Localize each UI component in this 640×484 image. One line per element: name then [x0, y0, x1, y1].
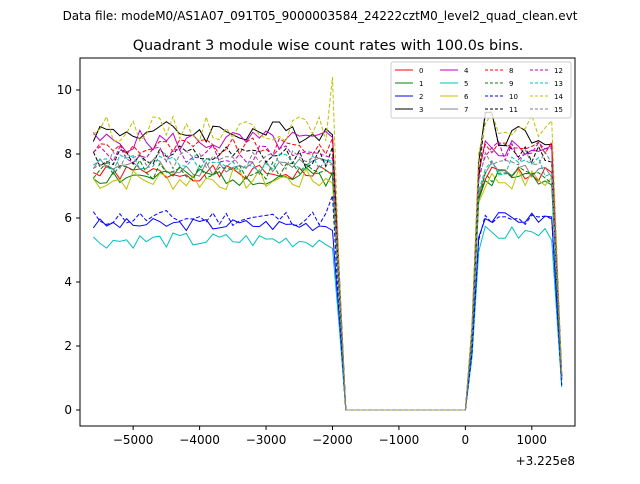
legend-label-5: 5	[464, 80, 468, 88]
series-line-14	[92, 77, 563, 411]
y-tick-label: 0	[64, 403, 72, 417]
series-line-15	[93, 148, 563, 411]
y-tick-label: 10	[57, 83, 72, 97]
legend-label-9: 9	[509, 80, 513, 88]
legend-label-8: 8	[509, 67, 513, 75]
x-tick-label: −3000	[246, 433, 287, 447]
y-tick-label: 4	[64, 275, 72, 289]
series-line-0	[93, 164, 563, 411]
x-tick-label: −2000	[312, 433, 353, 447]
legend-label-6: 6	[464, 93, 469, 101]
series-line-3	[92, 111, 563, 411]
series-line-11	[92, 111, 563, 411]
series-line-5	[92, 225, 563, 411]
plot-area	[92, 77, 563, 411]
legend-label-1: 1	[419, 80, 423, 88]
x-tick-label: −4000	[179, 433, 220, 447]
series-line-1	[93, 166, 563, 411]
legend-label-10: 10	[509, 93, 518, 101]
legend-label-7: 7	[464, 106, 468, 114]
legend-label-2: 2	[419, 93, 423, 101]
series-line-7	[92, 157, 563, 411]
legend-label-15: 15	[554, 106, 563, 114]
series-line-4	[92, 129, 563, 411]
legend-label-11: 11	[509, 106, 518, 114]
legend-box	[390, 61, 572, 119]
chart-title: Quadrant 3 module wise count rates with …	[133, 38, 524, 54]
legend-label-12: 12	[554, 67, 563, 75]
legend-label-0: 0	[419, 67, 423, 75]
series-line-9	[92, 159, 563, 411]
series-line-8	[92, 137, 563, 411]
legend-label-13: 13	[554, 80, 563, 88]
figure-suptitle: Data file: modeM0/AS1A07_091T05_90000035…	[63, 9, 578, 23]
series-line-6	[92, 167, 563, 411]
series-line-10	[92, 195, 563, 411]
series-line-13	[92, 153, 563, 411]
y-tick-label: 2	[64, 339, 72, 353]
x-axis-offset-label: +3.225e8	[516, 454, 575, 468]
y-tick-label: 6	[64, 211, 72, 225]
plot-frame	[79, 57, 576, 427]
y-tick-label: 8	[64, 147, 72, 161]
x-tick-label: 0	[462, 433, 470, 447]
legend-label-3: 3	[419, 106, 423, 114]
series-line-12	[92, 140, 563, 411]
legend-label-4: 4	[464, 67, 469, 75]
x-tick-label: 1000	[517, 433, 548, 447]
legend-label-14: 14	[554, 93, 563, 101]
x-tick-label: −5000	[113, 433, 154, 447]
x-tick-label: −1000	[379, 433, 420, 447]
